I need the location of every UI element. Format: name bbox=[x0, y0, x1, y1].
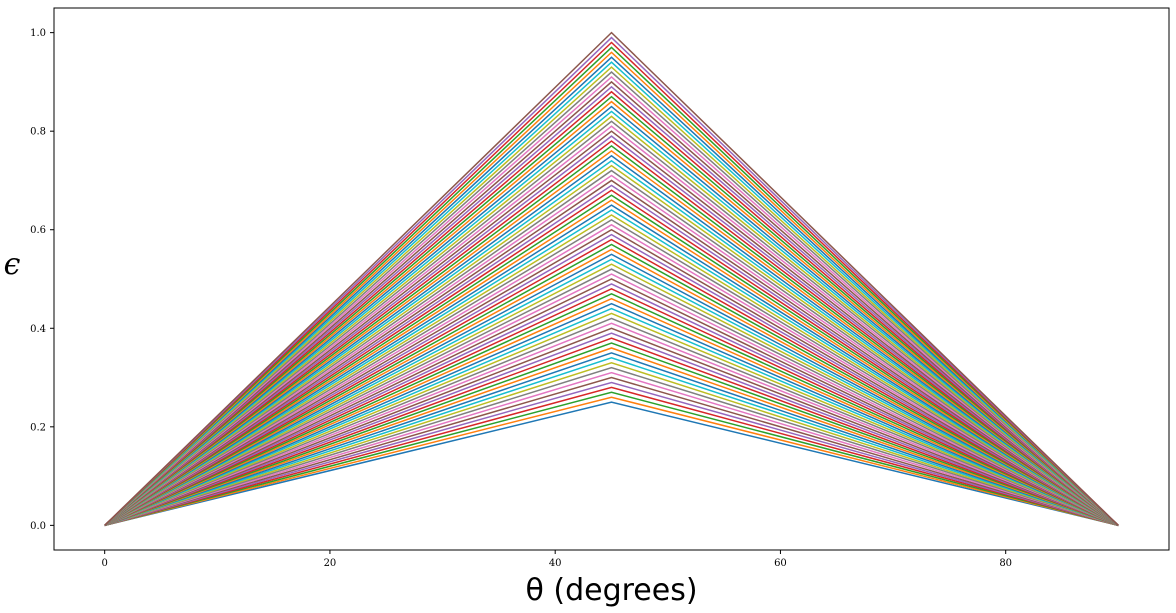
series-line bbox=[104, 100, 1119, 526]
x-axis-ticks: 0 20 40 60 80 bbox=[101, 550, 1012, 569]
series-line bbox=[104, 36, 1119, 526]
series-line bbox=[104, 51, 1119, 526]
series-line bbox=[104, 214, 1119, 526]
series-line bbox=[104, 199, 1119, 526]
series-line bbox=[104, 307, 1119, 527]
series-line bbox=[104, 105, 1119, 526]
series-line bbox=[104, 327, 1119, 527]
series-line bbox=[104, 366, 1119, 527]
series-line bbox=[104, 381, 1119, 527]
series-line bbox=[104, 386, 1119, 527]
series-line bbox=[104, 302, 1119, 527]
y-tick-label: 0.6 bbox=[30, 225, 46, 236]
series-line bbox=[104, 238, 1119, 527]
series-line bbox=[104, 376, 1119, 527]
x-tick-label: 60 bbox=[774, 558, 787, 569]
series-line bbox=[104, 95, 1119, 526]
y-axis-label: ϵ bbox=[4, 247, 21, 282]
series-line bbox=[104, 135, 1119, 526]
series-line bbox=[104, 184, 1119, 526]
series-line bbox=[104, 71, 1119, 526]
y-tick-label: 0.0 bbox=[30, 521, 46, 532]
series-line bbox=[104, 110, 1119, 526]
series-line bbox=[104, 332, 1119, 527]
series-line bbox=[104, 115, 1119, 526]
x-tick-label: 20 bbox=[324, 558, 337, 569]
series-line bbox=[104, 218, 1119, 527]
series-line bbox=[104, 85, 1119, 526]
series-line bbox=[104, 80, 1119, 526]
series-line bbox=[104, 46, 1119, 526]
series-line bbox=[104, 189, 1119, 526]
series-line bbox=[104, 317, 1119, 527]
series-line bbox=[104, 361, 1119, 527]
series-group bbox=[104, 31, 1119, 527]
series-line bbox=[104, 396, 1119, 527]
series-line bbox=[104, 253, 1119, 527]
series-line bbox=[104, 125, 1119, 526]
plot-frame bbox=[53, 7, 1170, 551]
series-line bbox=[104, 288, 1119, 527]
series-line bbox=[104, 90, 1119, 526]
series-line bbox=[104, 263, 1119, 527]
x-tick-label: 80 bbox=[999, 558, 1012, 569]
series-line bbox=[104, 292, 1119, 527]
series-line bbox=[104, 248, 1119, 527]
series-line bbox=[104, 209, 1119, 526]
series-line bbox=[104, 401, 1119, 527]
series-line bbox=[104, 297, 1119, 527]
series-line bbox=[104, 278, 1119, 527]
series-line bbox=[104, 145, 1119, 526]
y-tick-label: 0.4 bbox=[30, 324, 46, 335]
series-line bbox=[104, 233, 1119, 527]
series-line bbox=[104, 312, 1119, 527]
series-line bbox=[104, 130, 1119, 526]
y-tick-label: 1.0 bbox=[30, 28, 46, 39]
series-line bbox=[104, 371, 1119, 527]
series-line bbox=[104, 223, 1119, 527]
series-line bbox=[104, 31, 1119, 526]
series-line bbox=[104, 204, 1119, 526]
series-line bbox=[104, 342, 1119, 527]
series-line bbox=[104, 66, 1119, 526]
series-line bbox=[104, 159, 1119, 526]
series-line bbox=[104, 258, 1119, 527]
series-line bbox=[104, 391, 1119, 527]
series-line bbox=[104, 268, 1119, 527]
series-line bbox=[104, 273, 1119, 527]
series-line bbox=[104, 283, 1119, 527]
series-line bbox=[104, 228, 1119, 527]
series-line bbox=[104, 194, 1119, 526]
x-tick-label: 40 bbox=[549, 558, 562, 569]
series-line bbox=[104, 61, 1119, 526]
series-line bbox=[104, 140, 1119, 526]
series-line bbox=[104, 120, 1119, 526]
series-line bbox=[104, 322, 1119, 527]
series-line bbox=[104, 243, 1119, 527]
x-tick-label: 0 bbox=[101, 558, 107, 569]
x-axis-label: θ (degrees) bbox=[525, 573, 697, 608]
y-tick-label: 0.2 bbox=[30, 422, 46, 433]
series-line bbox=[104, 337, 1119, 527]
y-tick-label: 0.8 bbox=[30, 127, 46, 138]
series-line bbox=[104, 357, 1119, 527]
series-line bbox=[104, 41, 1119, 526]
series-line bbox=[104, 347, 1119, 527]
y-axis-ticks: 0.0 0.2 0.4 0.6 0.8 1.0 bbox=[30, 28, 54, 532]
series-line bbox=[104, 352, 1119, 527]
series-line bbox=[104, 164, 1119, 526]
series-line bbox=[104, 154, 1119, 526]
series-line bbox=[104, 169, 1119, 526]
series-line bbox=[104, 174, 1119, 526]
series-line bbox=[104, 75, 1119, 526]
series-line bbox=[104, 149, 1119, 526]
series-line bbox=[104, 179, 1119, 526]
series-line bbox=[104, 56, 1119, 526]
